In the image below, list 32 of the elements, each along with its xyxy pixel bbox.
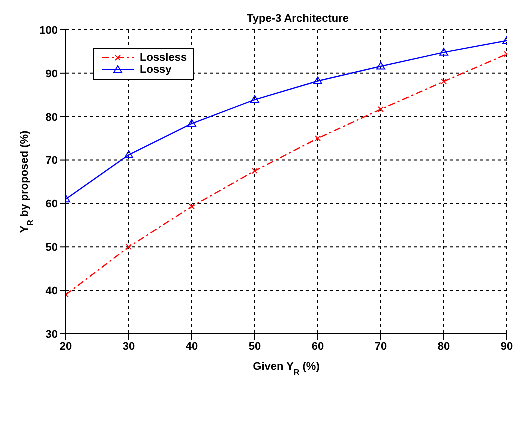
x-tick-label: 50	[248, 340, 262, 353]
point	[378, 106, 384, 112]
point	[314, 76, 322, 85]
y-tick-label: 40	[46, 285, 58, 298]
y-tick-label: 100	[40, 24, 58, 37]
x-tick-label: 20	[60, 340, 72, 353]
point	[250, 95, 260, 104]
legend-label: Lossless	[140, 52, 188, 64]
point	[376, 62, 386, 70]
point	[315, 136, 321, 142]
x-tick-label: 60	[312, 340, 324, 353]
chart-title: Type-3 Architecture	[246, 13, 350, 25]
y-tick-label: 90	[46, 68, 58, 80]
x-tick-label: 90	[500, 340, 514, 353]
point	[124, 150, 134, 158]
x-tick-label: 30	[122, 340, 136, 353]
point	[440, 48, 448, 56]
point	[189, 204, 195, 210]
x-tick-label: 40	[186, 340, 198, 353]
point	[126, 244, 132, 250]
point	[252, 168, 258, 174]
x-tick-label: 80	[438, 340, 450, 353]
x-tick-label: 70	[374, 340, 388, 353]
point	[441, 78, 447, 85]
y-tick-label: 60	[46, 198, 58, 211]
point	[188, 119, 196, 128]
y-tick-label: 70	[46, 155, 58, 168]
x-axis-title: Given Y$_{R}$ (%)	[253, 361, 320, 376]
legend-label: Lossy	[140, 64, 172, 76]
y-tick-label: 30	[46, 328, 58, 341]
y-tick-label: 80	[46, 112, 58, 124]
y-tick-label: 50	[46, 242, 58, 254]
